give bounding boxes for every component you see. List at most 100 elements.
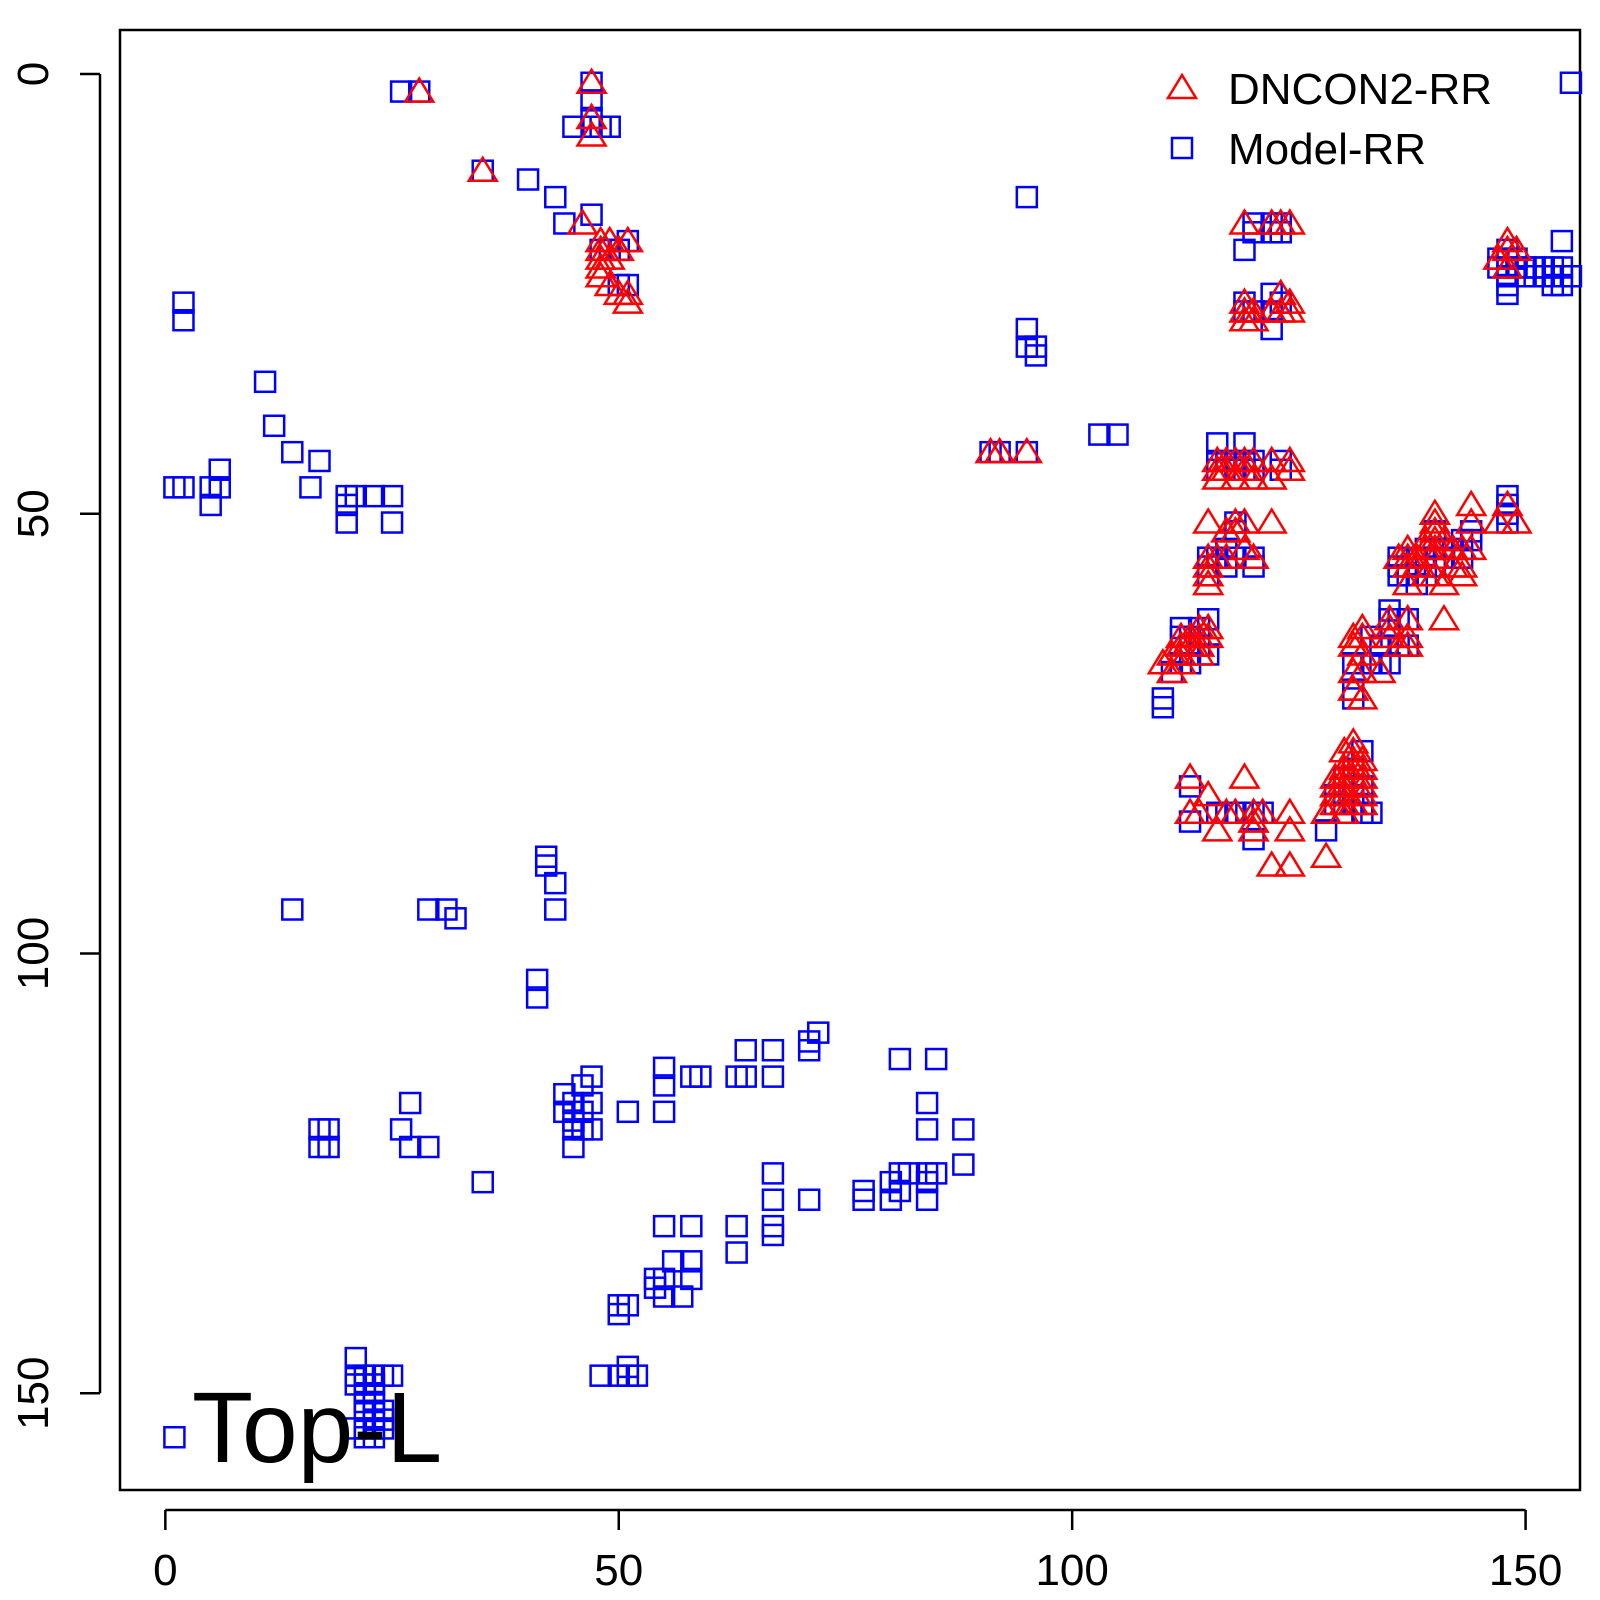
- data-point-square: [417, 898, 440, 921]
- data-point-triangle: [1364, 656, 1397, 684]
- data-point-triangle: [1237, 814, 1270, 842]
- data-point-triangle: [1246, 797, 1279, 825]
- data-point-triangle: [1491, 252, 1524, 279]
- data-point-square: [317, 1118, 340, 1141]
- data-point-square: [915, 1091, 939, 1115]
- data-point-square: [580, 1065, 603, 1088]
- data-point-square: [281, 440, 304, 464]
- data-point-triangle: [1237, 806, 1270, 833]
- data-point-square: [761, 1065, 785, 1088]
- data-point-square: [1015, 185, 1039, 209]
- data-point-triangle: [1010, 436, 1044, 464]
- data-point-triangle: [1500, 234, 1533, 262]
- legend-label: DNCON2-RR: [1228, 65, 1492, 114]
- data-point-square: [680, 1267, 703, 1291]
- data-point-square: [380, 511, 404, 534]
- data-point-square: [952, 1153, 975, 1176]
- data-point-square: [1559, 71, 1583, 95]
- data-point-square: [417, 1135, 440, 1159]
- data-point-square: [652, 1285, 676, 1308]
- data-point-square: [652, 1100, 676, 1124]
- data-point-square: [734, 1065, 757, 1088]
- data-point-square: [589, 1364, 612, 1387]
- data-point-triangle: [1219, 515, 1252, 543]
- data-point-square: [761, 1188, 785, 1212]
- data-point-triangle: [1191, 559, 1225, 587]
- data-point-triangle: [593, 243, 626, 270]
- data-point-square: [344, 484, 368, 508]
- data-point-square: [689, 1065, 712, 1088]
- data-point-square: [544, 871, 567, 895]
- data-point-triangle: [1391, 603, 1424, 631]
- data-point-square: [398, 1091, 422, 1115]
- data-point-triangle: [1454, 507, 1488, 534]
- data-point-triangle: [1273, 208, 1307, 235]
- data-point-triangle: [1445, 551, 1479, 578]
- data-point-triangle: [1191, 612, 1225, 640]
- x-tick-label: 100: [1035, 1546, 1108, 1595]
- data-point-triangle: [1418, 533, 1452, 561]
- legend-item: Model-RR: [1170, 125, 1426, 174]
- data-point-triangle: [602, 234, 635, 262]
- data-point-square: [915, 1188, 939, 1212]
- data-point-triangle: [1346, 779, 1379, 807]
- data-point-triangle: [1228, 507, 1261, 534]
- data-point-square: [625, 1364, 649, 1387]
- data-point-square: [299, 476, 322, 499]
- data-point-square: [580, 1118, 603, 1141]
- data-point-triangle: [1273, 287, 1307, 314]
- data-point-square: [163, 1425, 186, 1449]
- data-point-triangle: [1155, 656, 1189, 684]
- data-point-triangle: [1373, 603, 1406, 631]
- data-point-triangle: [983, 436, 1016, 464]
- data-point-square: [915, 1118, 939, 1141]
- data-point-triangle: [611, 287, 645, 314]
- y-tick-label: 150: [9, 1357, 58, 1430]
- legend-square-marker: [1170, 136, 1194, 160]
- data-point-triangle: [1346, 621, 1379, 649]
- data-point-triangle: [1191, 507, 1225, 534]
- data-point-square: [208, 458, 232, 482]
- data-point-triangle: [1346, 639, 1379, 666]
- data-point-square: [380, 484, 404, 508]
- data-point-triangle: [1346, 770, 1379, 798]
- data-point-triangle: [1173, 762, 1207, 789]
- data-point-square: [761, 1162, 785, 1185]
- data-point-triangle: [1273, 814, 1307, 842]
- y-tick-label: 100: [9, 917, 58, 990]
- data-point-square: [1024, 344, 1048, 367]
- data-point-square: [1559, 265, 1583, 288]
- data-point-triangle: [1219, 797, 1252, 825]
- data-point-triangle: [1346, 656, 1379, 684]
- legend-triangle-marker: [1165, 72, 1199, 100]
- data-point-triangle: [1201, 814, 1234, 842]
- data-point-triangle: [1346, 612, 1379, 640]
- y-tick-label: 0: [9, 62, 58, 86]
- data-point-square: [616, 1100, 640, 1124]
- data-point-triangle: [1191, 568, 1225, 596]
- data-point-square: [652, 1214, 676, 1238]
- data-point-square: [516, 168, 540, 191]
- data-point-triangle: [1418, 507, 1452, 534]
- data-point-triangle: [1273, 797, 1307, 825]
- data-point-square: [952, 1118, 975, 1141]
- data-point-triangle: [611, 225, 645, 253]
- data-point-triangle: [1201, 463, 1234, 490]
- data-point-square: [262, 414, 286, 438]
- data-point-square: [797, 1188, 821, 1212]
- data-point-square: [652, 1267, 676, 1291]
- data-point-triangle: [1237, 463, 1270, 490]
- data-point-triangle: [566, 208, 599, 235]
- legend-label: Model-RR: [1228, 125, 1426, 174]
- data-point-triangle: [1346, 762, 1379, 789]
- data-point-triangle: [1445, 559, 1479, 587]
- data-point-square: [362, 484, 386, 508]
- data-point-triangle: [611, 278, 645, 306]
- data-point-triangle: [403, 76, 436, 103]
- data-point-square: [580, 1091, 603, 1115]
- data-point-square: [525, 986, 549, 1009]
- data-point-square: [607, 1364, 631, 1387]
- data-point-square: [172, 476, 195, 499]
- data-point-square: [807, 1021, 830, 1044]
- data-point-triangle: [1337, 727, 1370, 754]
